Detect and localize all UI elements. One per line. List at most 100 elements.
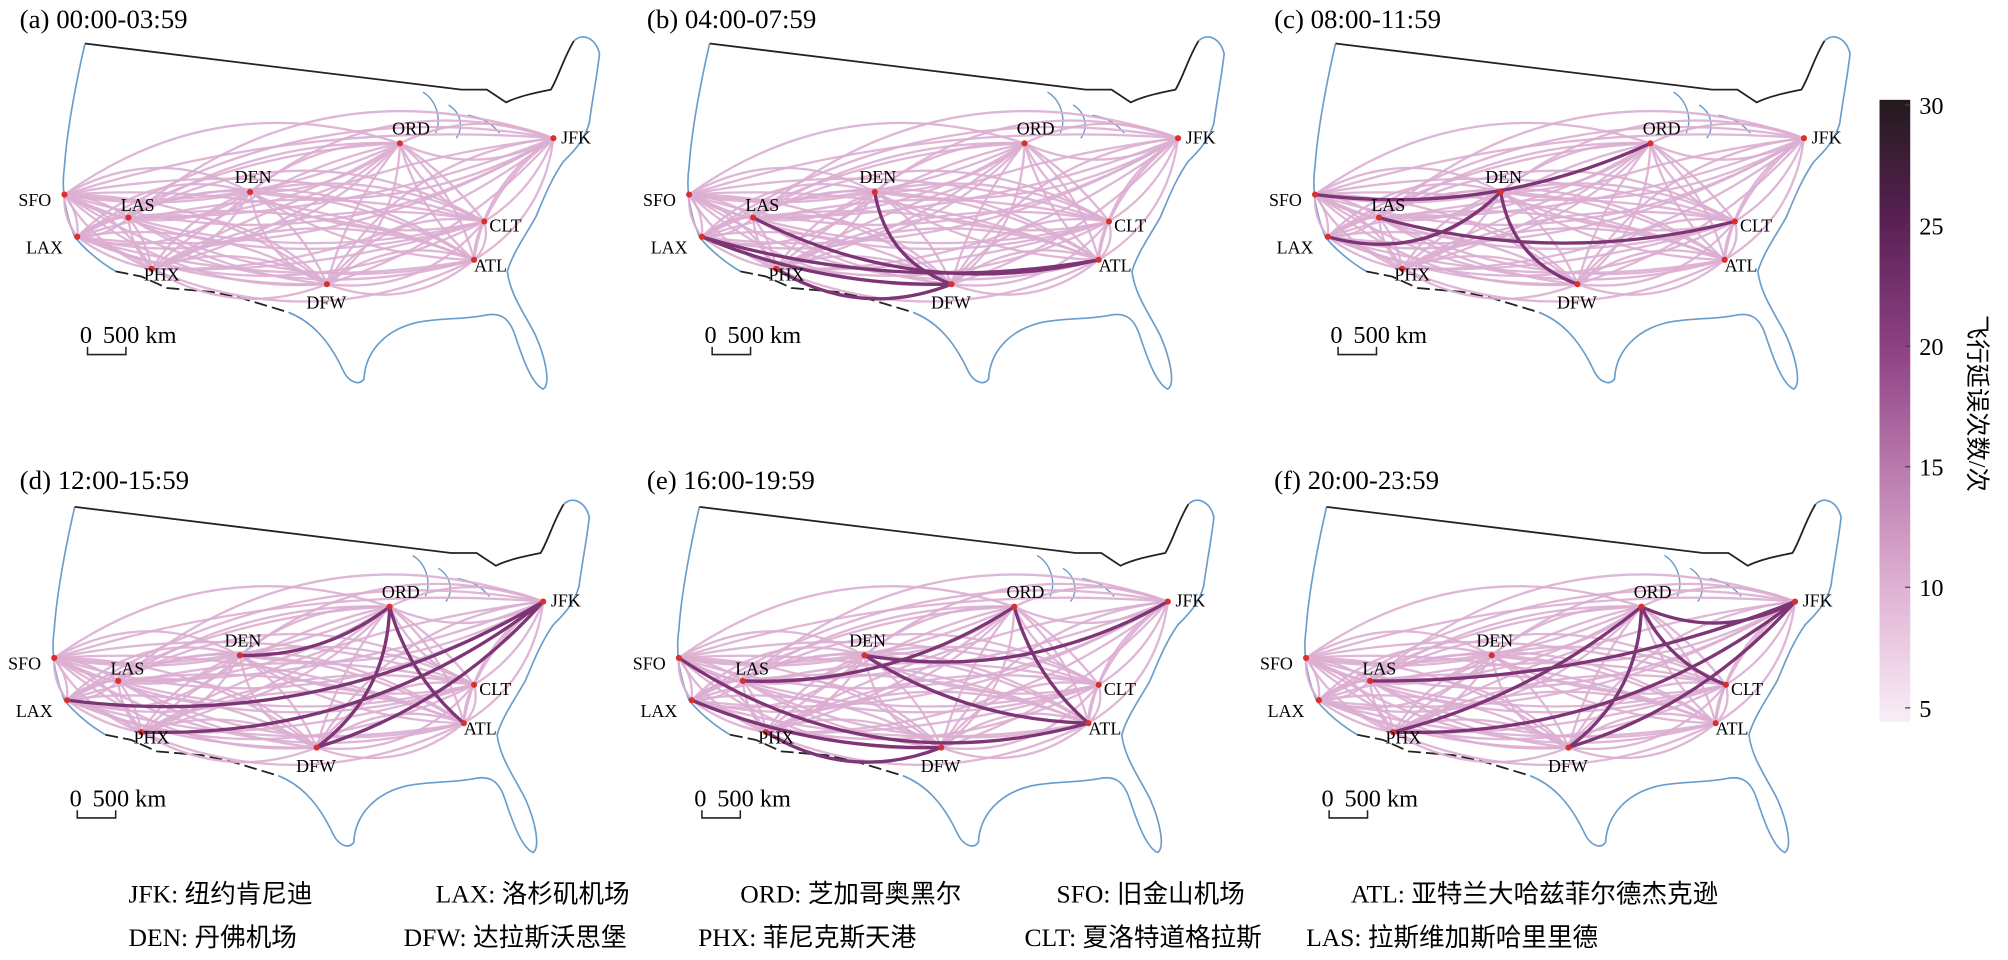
route xyxy=(250,190,475,261)
route xyxy=(950,217,1110,285)
route xyxy=(1369,573,1796,682)
airport-label: ORD xyxy=(1634,582,1672,602)
route xyxy=(473,221,488,261)
airport-label: SFO xyxy=(633,653,666,673)
colorbar-tick-label: 30 xyxy=(1919,93,1943,120)
airport xyxy=(739,677,746,685)
map-panel: SFO LAX LAS PHX DEN DFW ORD JFK CLT ATL 0 500 km (a)… xyxy=(18,4,601,391)
route xyxy=(1318,589,1796,702)
airport-label: DFW xyxy=(1548,756,1588,776)
route xyxy=(863,654,1099,695)
border xyxy=(1366,270,1540,314)
airport xyxy=(1721,256,1728,263)
route xyxy=(1715,601,1797,725)
map-panel: SFO LAX LAS PHX DEN DFW ORD JFK CLT ATL 0 500 km (b)… xyxy=(643,4,1226,391)
airport-label: ATL xyxy=(474,255,507,275)
panel-title: (f) 20:00-23:59 xyxy=(1274,465,1439,495)
route xyxy=(315,605,391,748)
route xyxy=(940,681,1099,749)
airport xyxy=(698,233,705,240)
map-panel: SFO LAX LAS PHX DEN DFW ORD JFK CLT ATL 0 500 km (d)… xyxy=(8,465,591,854)
route xyxy=(776,220,1110,271)
airport xyxy=(74,233,81,240)
route xyxy=(1023,142,1110,223)
coastline xyxy=(912,36,1226,391)
route xyxy=(52,657,68,701)
route-delayed xyxy=(1327,190,1502,246)
route xyxy=(76,235,475,275)
route xyxy=(687,194,703,238)
route xyxy=(1013,605,1100,686)
route xyxy=(151,137,555,271)
airport-label: LAX xyxy=(1268,701,1305,721)
route xyxy=(1500,142,1652,194)
route xyxy=(1097,220,1110,260)
route xyxy=(388,605,465,724)
route xyxy=(1640,606,1717,725)
airport xyxy=(1399,265,1406,272)
route xyxy=(701,142,1025,238)
route xyxy=(1327,142,1651,238)
border xyxy=(1326,503,1817,567)
route xyxy=(1734,137,1806,223)
route xyxy=(701,125,1179,238)
airport-label: LAX xyxy=(640,701,677,721)
airport-label: CLT xyxy=(1114,216,1146,236)
border xyxy=(115,270,289,314)
route xyxy=(940,600,1169,749)
route xyxy=(117,679,317,749)
legend-entry: CLT: 夏洛特道格拉斯 xyxy=(1024,923,1261,952)
route xyxy=(76,182,251,238)
route xyxy=(1401,227,1726,270)
route xyxy=(752,110,1179,219)
route xyxy=(53,596,544,660)
airport xyxy=(323,281,330,288)
route xyxy=(765,600,1169,734)
route xyxy=(399,122,554,145)
route xyxy=(388,605,475,686)
route xyxy=(389,585,544,608)
colorbar-title: 飞行延误次数/次 xyxy=(1963,315,1990,492)
airport-label: PHX xyxy=(1394,264,1430,284)
colorbar-tick-label: 10 xyxy=(1919,575,1943,602)
route xyxy=(1576,217,1736,285)
airport xyxy=(460,720,467,727)
airport-label: DEN xyxy=(1485,167,1522,187)
scale-zero: 0 xyxy=(1321,785,1333,812)
airport-label: CLT xyxy=(489,216,521,236)
map-panel: SFO LAX LAS PHX DEN DFW ORD JFK CLT ATL 0 500 km (c)… xyxy=(1269,4,1851,391)
route-delayed xyxy=(1639,606,1727,687)
airport-label: LAS xyxy=(1371,195,1405,215)
route xyxy=(1649,142,1736,223)
airport-label: CLT xyxy=(479,679,511,699)
airport-label: DFW xyxy=(306,292,346,312)
route xyxy=(150,190,251,270)
route xyxy=(150,142,401,270)
route xyxy=(389,600,544,625)
route-delayed xyxy=(1393,600,1797,735)
border xyxy=(105,733,279,777)
route xyxy=(63,194,79,238)
legend-entry: ATL: 亚特兰大哈兹菲尔德杰克逊 xyxy=(1351,879,1718,908)
route xyxy=(690,646,865,701)
scale-zero: 0 xyxy=(80,322,92,349)
coastline xyxy=(1313,43,1367,273)
route-delayed xyxy=(691,698,942,750)
coastline xyxy=(1529,499,1842,854)
route xyxy=(1649,142,1736,223)
route xyxy=(775,142,1025,270)
colorbar xyxy=(1879,99,1911,722)
route-delayed xyxy=(387,606,465,725)
route xyxy=(951,258,1100,296)
route xyxy=(249,190,485,232)
airport-label: ATL xyxy=(1716,719,1749,739)
legend-entry: LAS: 拉斯维加斯哈里里德 xyxy=(1306,923,1598,952)
airport xyxy=(948,281,955,288)
airport-label: CLT xyxy=(1731,679,1763,699)
route xyxy=(690,699,767,734)
airport-label: DFW xyxy=(296,756,336,776)
airport-label: SFO xyxy=(1260,653,1293,673)
airport xyxy=(1800,135,1808,142)
coastline xyxy=(62,43,117,273)
airport-label: DEN xyxy=(224,630,261,650)
